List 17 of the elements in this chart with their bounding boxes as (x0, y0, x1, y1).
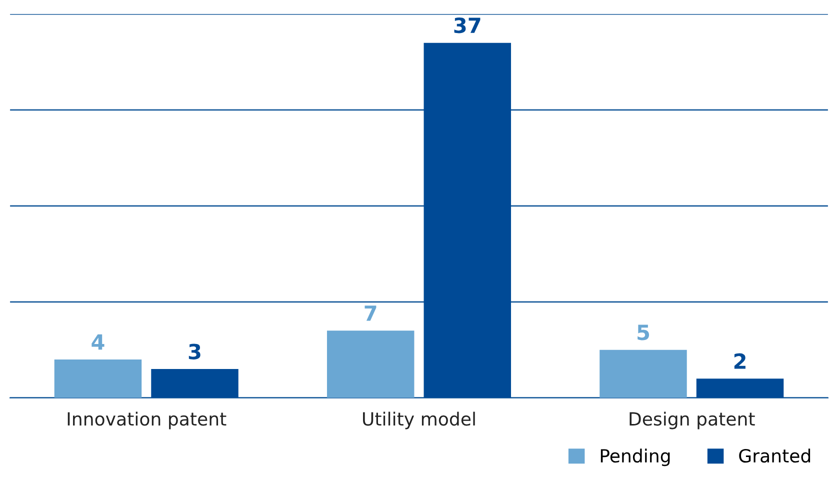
bar (151, 369, 238, 398)
bar (600, 350, 687, 398)
bar (696, 378, 784, 398)
legend-label: Pending (600, 448, 670, 466)
data-label: 3 (188, 344, 200, 360)
x-tick-label: Design patent (630, 412, 755, 430)
data-label: 2 (734, 353, 746, 369)
data-label: 7 (364, 306, 376, 321)
bar (424, 42, 512, 398)
data-label: 5 (638, 324, 650, 340)
bar (326, 330, 414, 398)
x-tick-label: Innovation patent (68, 412, 226, 430)
data-label: 37 (454, 17, 480, 34)
data-label: 4 (92, 334, 104, 350)
legend-label: Granted (739, 448, 810, 463)
bar (54, 359, 142, 398)
x-tick-label: Utility model (363, 412, 475, 430)
